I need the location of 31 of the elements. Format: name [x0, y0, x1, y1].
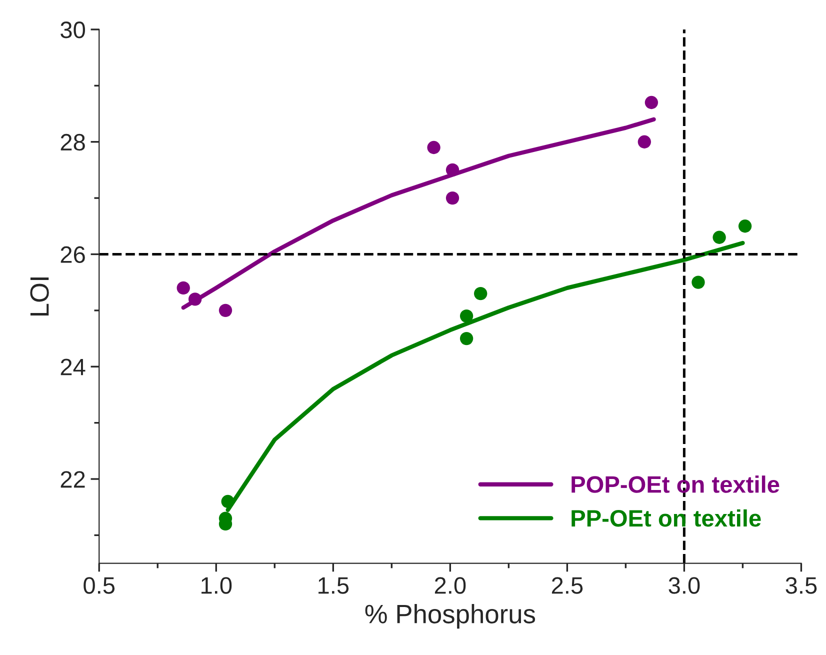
point	[692, 276, 705, 289]
y-tick-label: 24	[60, 358, 86, 376]
x-tick-label: 3.5	[786, 577, 817, 594]
y-tick-label: 22	[60, 471, 85, 488]
point	[218, 304, 232, 318]
point	[738, 220, 752, 233]
line-series	[181, 117, 656, 310]
legend-label: POP-OEt on textile	[572, 476, 780, 493]
point	[460, 309, 474, 323]
x-tick-label: 0.5	[84, 577, 115, 594]
point	[427, 140, 440, 154]
point	[188, 292, 202, 306]
y-axis-title: LOI	[30, 278, 49, 316]
x-tick-label: 2.5	[552, 577, 583, 594]
point	[460, 332, 474, 346]
y-tick-label: 30	[60, 22, 86, 38]
y-tick-label: 26	[60, 246, 85, 264]
point	[446, 191, 460, 205]
x-tick-label: 2.0	[434, 577, 466, 594]
x-tick-label: 3.0	[668, 577, 700, 594]
point	[712, 230, 726, 244]
point	[644, 96, 658, 110]
point	[474, 286, 488, 300]
point	[221, 494, 234, 508]
point	[446, 163, 460, 177]
point	[638, 135, 652, 148]
x-tick-label: 1.5	[318, 577, 349, 594]
point	[176, 281, 190, 295]
x-tick-label: 1.0	[202, 577, 232, 594]
y-tick-label: 28	[60, 134, 85, 151]
x-axis-title: % Phosphorus	[365, 604, 536, 629]
